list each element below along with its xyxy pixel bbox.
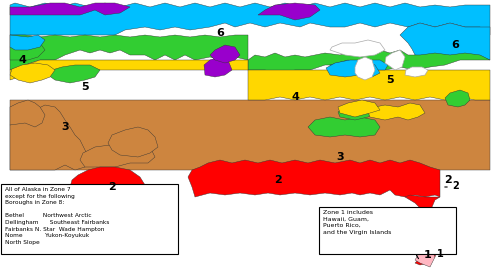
Text: 5: 5: [81, 82, 89, 92]
Text: 3: 3: [61, 122, 69, 132]
FancyBboxPatch shape: [1, 184, 178, 254]
Polygon shape: [308, 117, 380, 137]
Polygon shape: [10, 100, 45, 127]
Polygon shape: [70, 167, 148, 203]
Polygon shape: [248, 67, 490, 100]
Polygon shape: [415, 247, 435, 267]
Polygon shape: [330, 40, 385, 57]
Polygon shape: [258, 3, 320, 20]
FancyBboxPatch shape: [319, 207, 456, 254]
Polygon shape: [204, 57, 232, 77]
Text: 1: 1: [437, 249, 444, 259]
Text: 1: 1: [424, 250, 432, 260]
Polygon shape: [10, 105, 90, 170]
Polygon shape: [330, 60, 388, 70]
Polygon shape: [10, 35, 45, 50]
Polygon shape: [10, 35, 248, 70]
Polygon shape: [338, 100, 380, 117]
Polygon shape: [405, 67, 428, 77]
Polygon shape: [385, 50, 405, 70]
Text: 4: 4: [291, 92, 299, 102]
Text: Zone 1 includes
Hawaii, Guam,
Puerto Rico,
and the Virgin Islands: Zone 1 includes Hawaii, Guam, Puerto Ric…: [323, 210, 392, 235]
Text: 3: 3: [336, 152, 344, 162]
Polygon shape: [338, 105, 375, 120]
Polygon shape: [400, 23, 490, 60]
Text: 4: 4: [18, 55, 26, 65]
Polygon shape: [445, 90, 470, 107]
Text: 5: 5: [386, 75, 394, 85]
Polygon shape: [355, 57, 375, 80]
Polygon shape: [10, 60, 248, 80]
Polygon shape: [210, 45, 240, 63]
Polygon shape: [10, 63, 55, 83]
Polygon shape: [10, 3, 130, 15]
Text: 2: 2: [274, 175, 282, 185]
Text: 6: 6: [451, 40, 459, 50]
Polygon shape: [248, 50, 490, 73]
Polygon shape: [326, 60, 380, 77]
Text: 2: 2: [108, 182, 116, 192]
Polygon shape: [10, 40, 45, 60]
Text: All of Alaska in Zone 7
except for the following
Boroughs in Zone 8:

Bethel    : All of Alaska in Zone 7 except for the f…: [5, 187, 110, 245]
Polygon shape: [10, 100, 490, 170]
Polygon shape: [48, 65, 100, 83]
Polygon shape: [108, 127, 158, 157]
Text: 6: 6: [216, 28, 224, 38]
Text: 2: 2: [444, 175, 452, 185]
Polygon shape: [10, 3, 490, 35]
Polygon shape: [188, 160, 440, 197]
Text: 2: 2: [452, 181, 459, 191]
Polygon shape: [405, 195, 440, 265]
Polygon shape: [368, 103, 425, 120]
Polygon shape: [80, 143, 155, 167]
